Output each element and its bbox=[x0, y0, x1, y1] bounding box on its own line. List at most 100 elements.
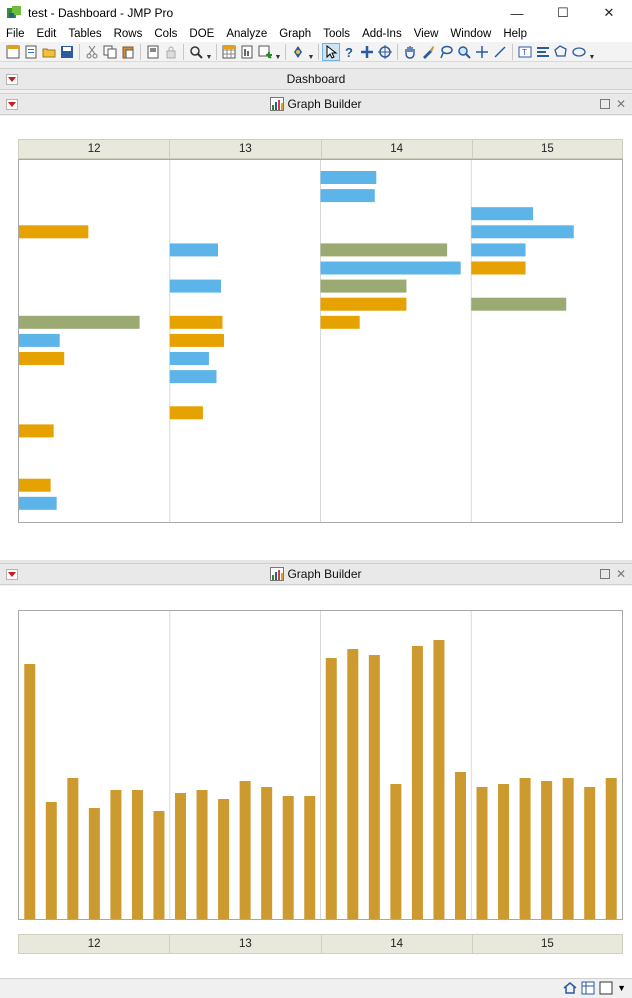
vbar-11[interactable] bbox=[261, 787, 273, 919]
menu-cols[interactable]: Cols bbox=[154, 28, 178, 40]
vbar-7[interactable] bbox=[175, 793, 187, 919]
minimize-button[interactable]: — bbox=[510, 5, 524, 21]
vbar-10[interactable] bbox=[239, 781, 251, 919]
hbar-facet-12-2[interactable] bbox=[19, 333, 60, 347]
hbar-facet-14-3[interactable] bbox=[320, 261, 461, 275]
toolbar-dropdown-icon[interactable]: ▼ bbox=[307, 53, 315, 61]
graph-builder-2-close-icon[interactable]: ✕ bbox=[615, 567, 626, 581]
hbar-facet-12-0[interactable] bbox=[19, 225, 89, 239]
data-table-icon[interactable] bbox=[220, 43, 238, 61]
menu-help[interactable]: Help bbox=[503, 28, 527, 40]
hbar-facet-13-2[interactable] bbox=[169, 315, 223, 329]
hbar-facet-14-1[interactable] bbox=[320, 189, 375, 203]
hbar-facet-14-5[interactable] bbox=[320, 297, 407, 311]
hbar-facet-12-6[interactable] bbox=[19, 496, 57, 510]
vbar-25[interactable] bbox=[562, 778, 574, 919]
grabber-hand-icon[interactable] bbox=[401, 43, 419, 61]
vbar-20[interactable] bbox=[454, 772, 466, 919]
vbar-17[interactable] bbox=[390, 784, 402, 919]
graph-builder-2-maximize-icon[interactable] bbox=[599, 569, 610, 579]
vbar-21[interactable] bbox=[476, 787, 488, 919]
vbar-19[interactable] bbox=[433, 640, 445, 919]
hbar-facet-13-1[interactable] bbox=[169, 279, 222, 293]
save-icon[interactable] bbox=[58, 43, 76, 61]
hbar-facet-15-0[interactable] bbox=[471, 207, 534, 221]
hbar-facet-13-5[interactable] bbox=[169, 370, 217, 384]
hbar-facet-13-3[interactable] bbox=[169, 333, 225, 347]
ellipse-tool-icon[interactable] bbox=[570, 43, 588, 61]
close-button[interactable]: ✕ bbox=[603, 5, 615, 20]
vbar-9[interactable] bbox=[218, 799, 230, 919]
hbar-facet-12-3[interactable] bbox=[19, 352, 65, 365]
hbar-facet-12-5[interactable] bbox=[19, 478, 51, 492]
menu-file[interactable]: File bbox=[6, 28, 25, 40]
window-select-dropdown-icon[interactable]: ▼ bbox=[617, 983, 626, 993]
window-select-icon[interactable] bbox=[599, 981, 613, 995]
graph-builder-1-close-icon[interactable]: ✕ bbox=[615, 97, 626, 111]
brush-tool-icon[interactable] bbox=[419, 43, 437, 61]
hbar-facet-14-0[interactable] bbox=[320, 171, 377, 184]
vbar-22[interactable] bbox=[498, 784, 510, 919]
maximize-button[interactable]: ☐ bbox=[557, 5, 569, 20]
vbar-18[interactable] bbox=[411, 646, 423, 919]
toolbar-dropdown-icon[interactable]: ▼ bbox=[205, 53, 213, 61]
toolbar-dropdown-icon[interactable]: ▼ bbox=[588, 53, 596, 61]
menu-window[interactable]: Window bbox=[450, 28, 492, 40]
vbar-1[interactable] bbox=[45, 802, 57, 919]
graph-builder-2-disclosure-icon[interactable] bbox=[6, 569, 18, 580]
annotate-tool-icon[interactable]: T bbox=[516, 43, 534, 61]
vbar-3[interactable] bbox=[88, 808, 100, 919]
vbar-24[interactable] bbox=[541, 781, 553, 919]
hbar-facet-15-1[interactable] bbox=[471, 225, 574, 239]
crosshairs-plus-icon[interactable] bbox=[473, 43, 491, 61]
hbar-facet-12-1[interactable] bbox=[19, 315, 140, 329]
hbar-facet-15-2[interactable] bbox=[471, 243, 526, 257]
menu-doe[interactable]: DOE bbox=[189, 28, 215, 40]
table-view-icon[interactable] bbox=[581, 981, 595, 995]
lasso-tool-icon[interactable] bbox=[437, 43, 455, 61]
magnifier-tool-icon[interactable] bbox=[455, 43, 473, 61]
vbar-14[interactable] bbox=[325, 658, 337, 919]
toolbar-dropdown-icon[interactable]: ▼ bbox=[274, 53, 282, 61]
hbar-facet-13-0[interactable] bbox=[169, 243, 218, 257]
new-script-icon[interactable] bbox=[22, 43, 40, 61]
hbar-facet-14-2[interactable] bbox=[320, 243, 448, 257]
menu-add-ins[interactable]: Add-Ins bbox=[362, 28, 402, 40]
vbar-2[interactable] bbox=[67, 778, 79, 919]
selection-tool-icon[interactable] bbox=[358, 43, 376, 61]
home-icon[interactable] bbox=[563, 981, 577, 995]
hbar-facet-13-6[interactable] bbox=[169, 406, 203, 420]
line-tool-icon[interactable] bbox=[491, 43, 509, 61]
crosshair-tool-icon[interactable] bbox=[376, 43, 394, 61]
graph-builder-1-maximize-icon[interactable] bbox=[599, 99, 610, 109]
vbar-27[interactable] bbox=[605, 778, 617, 919]
journal-icon[interactable] bbox=[144, 43, 162, 61]
menu-tables[interactable]: Tables bbox=[68, 28, 102, 40]
new-data-table-icon[interactable] bbox=[4, 43, 22, 61]
open-folder-icon[interactable] bbox=[40, 43, 58, 61]
hbar-facet-14-6[interactable] bbox=[320, 315, 360, 329]
arrow-tool-icon[interactable] bbox=[322, 42, 340, 61]
vbar-5[interactable] bbox=[131, 790, 143, 919]
hbar-facet-15-4[interactable] bbox=[471, 297, 567, 311]
menu-tools[interactable]: Tools bbox=[323, 28, 351, 40]
paste-icon[interactable] bbox=[119, 43, 137, 61]
vbar-8[interactable] bbox=[196, 790, 208, 919]
shape-tool-icon[interactable] bbox=[534, 43, 552, 61]
vbar-4[interactable] bbox=[110, 790, 122, 919]
vbar-6[interactable] bbox=[153, 811, 165, 919]
hbar-facet-15-3[interactable] bbox=[471, 261, 526, 275]
menu-rows[interactable]: Rows bbox=[113, 28, 143, 40]
hbar-facet-14-4[interactable] bbox=[320, 279, 407, 293]
vbar-26[interactable] bbox=[584, 787, 596, 919]
vbar-23[interactable] bbox=[519, 778, 531, 919]
vbar-0[interactable] bbox=[24, 664, 36, 919]
menu-analyze[interactable]: Analyze bbox=[226, 28, 268, 40]
lock-icon[interactable] bbox=[162, 43, 180, 61]
graph-builder-1-disclosure-icon[interactable] bbox=[6, 99, 18, 110]
polygon-tool-icon[interactable] bbox=[552, 43, 570, 61]
hbar-facet-13-4[interactable] bbox=[169, 352, 209, 365]
add-table-icon[interactable] bbox=[256, 43, 274, 61]
menu-view[interactable]: View bbox=[413, 28, 439, 40]
vbar-16[interactable] bbox=[368, 655, 380, 919]
